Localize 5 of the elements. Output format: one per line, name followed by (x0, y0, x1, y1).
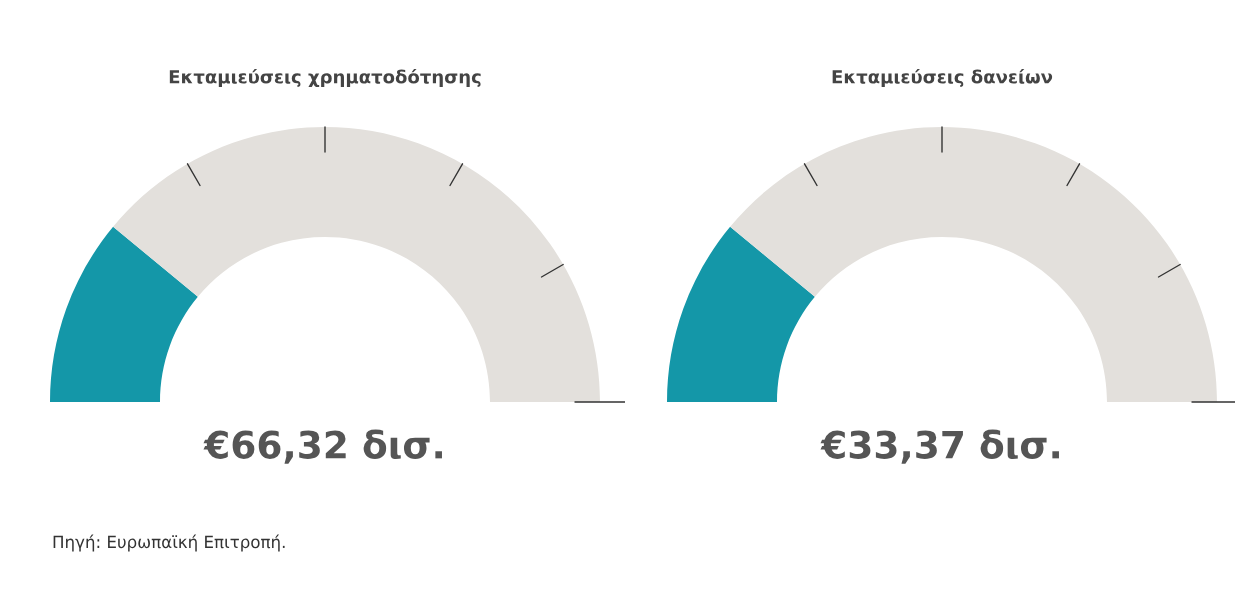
chart-title: Εκταμιεύσεις δανείων (832, 68, 1053, 88)
chart-title: Εκταμιεύσεις χρηματοδότησης (169, 68, 481, 88)
text: Πηγή: Ευρωπαϊκή Επιτροπή. (53, 534, 285, 552)
text: €66,32 δισ. (203, 429, 442, 464)
text: €33,37 δισ. (820, 429, 1059, 464)
